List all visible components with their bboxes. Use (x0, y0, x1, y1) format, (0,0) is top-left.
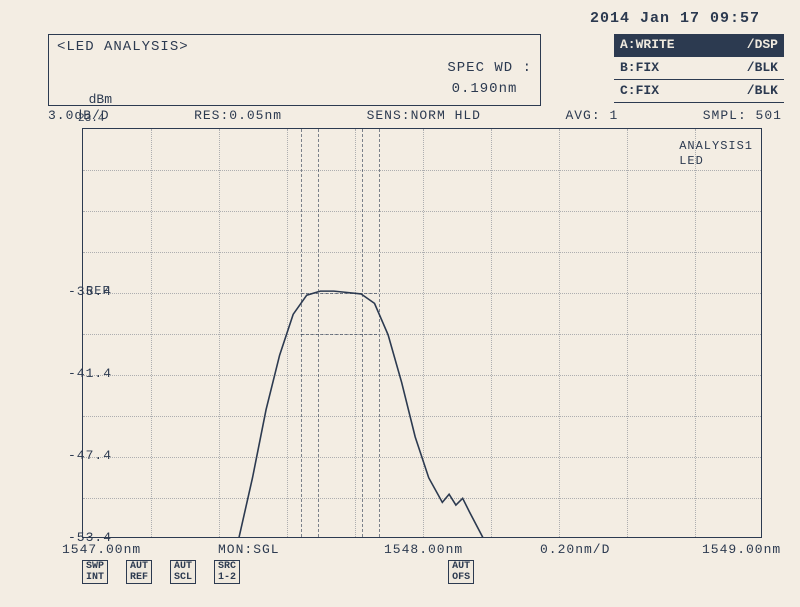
resolution: RES:0.05nm (194, 108, 282, 128)
sample-count: SMPL: 501 (703, 108, 782, 128)
src-button[interactable]: SRC1-2 (214, 560, 240, 584)
analysis-info-box: <LED ANALYSIS> SPEC WD : 0.190nm MEAN WL… (48, 34, 541, 106)
autref-button[interactable]: AUTREF (126, 560, 152, 584)
trace-c-row[interactable]: C:FIX/BLK (614, 80, 784, 103)
osa-screen: { "timestamp": "2014 Jan 17 09:57", "inf… (0, 0, 800, 607)
x-tick-center: 1548.00nm (384, 542, 463, 557)
mon-label: MON:SGL (218, 542, 280, 557)
param-line: 3.0dB/D RES:0.05nm SENS:NORM HLD AVG: 1 … (48, 108, 782, 128)
averaging: AVG: 1 (565, 108, 618, 128)
x-tick-end: 1549.00nm (702, 542, 781, 557)
trace-a-row[interactable]: A:WRITE/DSP (614, 34, 784, 57)
y-tick: -47.4 (62, 448, 112, 463)
sensitivity: SENS:NORM HLD (367, 108, 481, 128)
trace-b-row[interactable]: B:FIX/BLK (614, 57, 784, 80)
y-tick: -53.4 (62, 530, 112, 545)
autscl-button[interactable]: AUTSCL (170, 560, 196, 584)
y-tick: -41.4 (62, 366, 112, 381)
y-top-extra: 23.4 (78, 113, 104, 125)
trace-status-box: A:WRITE/DSP B:FIX/BLK C:FIX/BLK (614, 34, 784, 103)
swp-button[interactable]: SWPINT (82, 560, 108, 584)
autofs-button[interactable]: AUTOFS (448, 560, 474, 584)
plot-area: 23.4 ANALYSIS1 LED (82, 128, 762, 538)
y-tick: -35.4 (62, 284, 112, 299)
y-unit: dBm (62, 92, 112, 107)
plot-grid: ANALYSIS1 LED (82, 128, 762, 538)
timestamp: 2014 Jan 17 09:57 (590, 10, 760, 27)
softkey-row: SWPINT AUTREF AUTSCL SRC1-2 AUTOFS (82, 560, 474, 584)
x-div-label: 0.20nm/D (540, 542, 610, 557)
